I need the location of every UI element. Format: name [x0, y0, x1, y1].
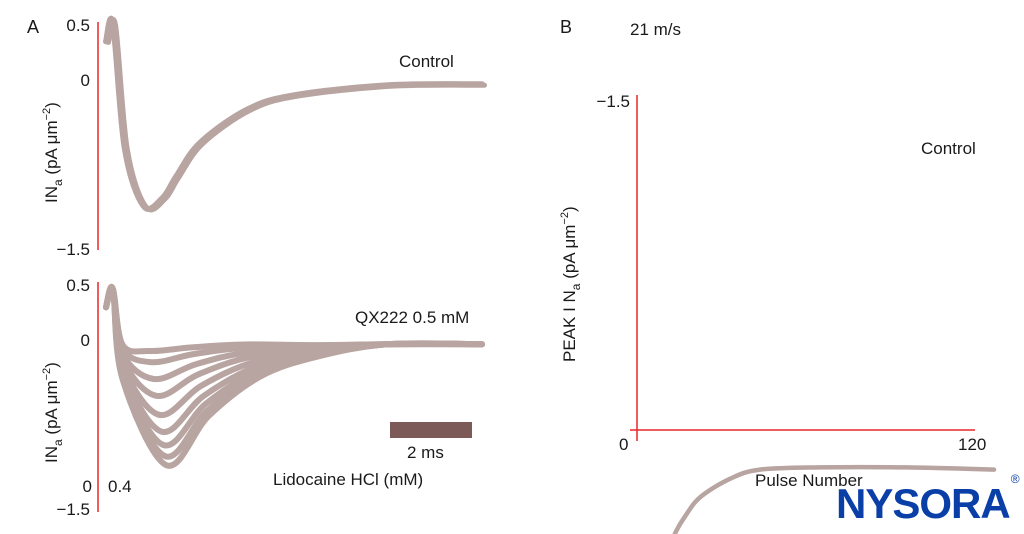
registered-mark: ® — [1010, 472, 1020, 486]
annotation-control: Control — [921, 139, 976, 158]
trace-control — [106, 17, 487, 213]
chart-title: 21 m/s — [630, 20, 681, 39]
panel-a-bottom: 0.5 0 −1.5 0 0.4 INa (pA μm−2) QX222 0.5… — [41, 276, 485, 519]
nysora-logo: NYSORA® — [836, 473, 1020, 527]
y-tick-label: −1.5 — [56, 240, 90, 259]
logo-text: NYSORA — [836, 480, 1011, 527]
trace-trace-9 — [103, 283, 485, 469]
series-lidocaine — [672, 464, 997, 534]
scale-bar — [390, 422, 472, 438]
y-axis-label: INa (pA μm−2) — [41, 362, 65, 463]
range-label-min: 0 — [83, 477, 92, 496]
panel-b: B 21 m/s −1.5 0 120 Pulse Number PEAK I … — [559, 17, 997, 534]
y-tick-label: 0.5 — [66, 16, 90, 35]
x-axis-label: Lidocaine HCl (mM) — [273, 470, 423, 489]
y-tick-label: −1.5 — [56, 500, 90, 519]
annotation-control: Control — [399, 52, 454, 71]
panel-label-b: B — [560, 17, 572, 37]
range-label-max: 0.4 — [108, 477, 132, 496]
x-tick-label: 0 — [619, 435, 628, 454]
y-axis-label: PEAK I Na (pA μm−2) — [559, 206, 583, 362]
y-tick-label: −1.5 — [596, 92, 630, 111]
y-tick-label: 0 — [81, 331, 90, 350]
y-tick-label: 0.5 — [66, 276, 90, 295]
annotation-qx222: QX222 0.5 mM — [355, 308, 469, 327]
x-axis-label: Pulse Number — [755, 471, 863, 490]
trace-control — [103, 15, 485, 212]
scale-bar-label: 2 ms — [407, 443, 444, 462]
x-tick-label: 120 — [958, 435, 986, 454]
y-tick-label: 0 — [81, 71, 90, 90]
panel-a-top: A 0.5 0 −1.5 INa (pA μm−2) Control — [27, 15, 487, 259]
y-axis-label: INa (pA μm−2) — [41, 102, 65, 203]
panel-label-a: A — [27, 17, 39, 37]
